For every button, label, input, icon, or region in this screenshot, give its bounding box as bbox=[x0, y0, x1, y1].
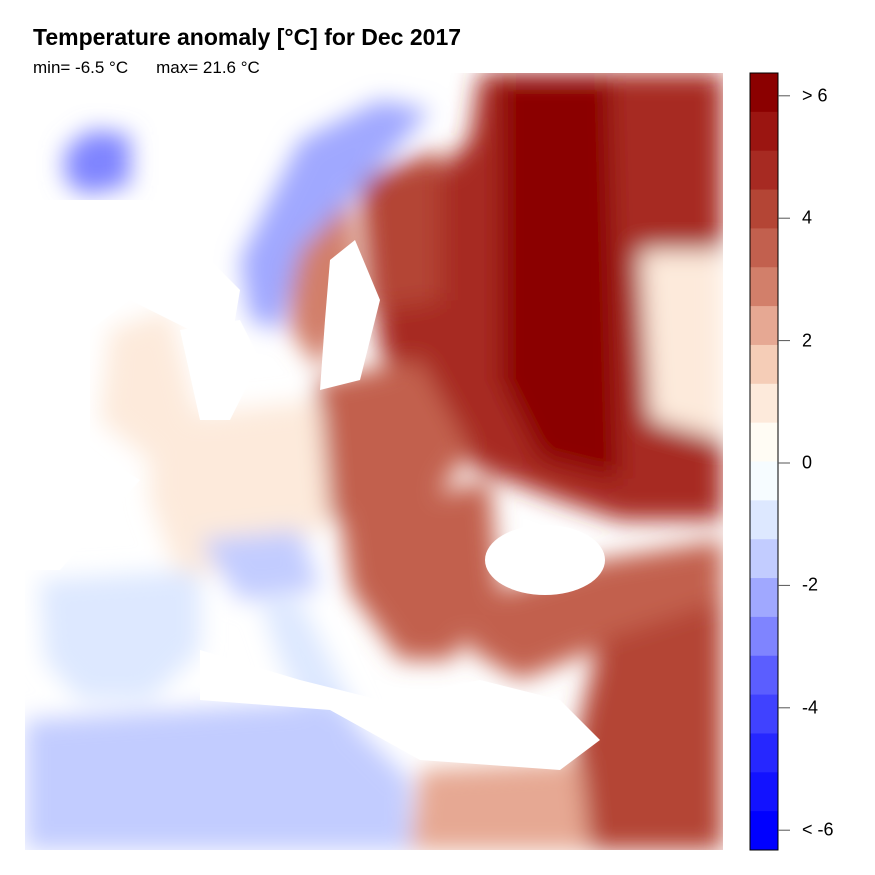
map-field bbox=[25, 73, 723, 850]
colorbar-bin bbox=[750, 733, 778, 773]
colorbar-bin bbox=[750, 539, 778, 579]
region-uk bbox=[100, 310, 200, 460]
colorbar-tick-label: < -6 bbox=[802, 819, 834, 840]
region-north-africa bbox=[25, 700, 410, 850]
colorbar-tick-label: -2 bbox=[802, 574, 819, 595]
colorbar-tick-label: 0 bbox=[802, 452, 813, 473]
region-turkey bbox=[470, 540, 723, 680]
region-balkans bbox=[340, 480, 500, 660]
region-far-east bbox=[640, 250, 723, 440]
colorbar-bin bbox=[750, 383, 778, 424]
colorbar-bin bbox=[750, 267, 778, 307]
colorbar bbox=[749, 72, 790, 851]
region-iceland bbox=[65, 130, 130, 195]
stats-line: min= -6.5 °C max= 21.6 °C bbox=[33, 58, 288, 78]
colorbar-tick-label: 4 bbox=[802, 207, 813, 228]
region-alps bbox=[200, 530, 320, 600]
colorbar-bin bbox=[750, 150, 778, 191]
colorbar-bin bbox=[750, 616, 778, 657]
map-title: Temperature anomaly [°C] for Dec 2017 bbox=[33, 24, 462, 50]
colorbar-bin bbox=[750, 344, 778, 385]
region-finland bbox=[360, 150, 440, 310]
colorbar-bin bbox=[750, 772, 778, 812]
region-egypt bbox=[410, 760, 590, 850]
colorbar-bin bbox=[750, 422, 778, 462]
colorbar-bin bbox=[750, 306, 778, 346]
colorbar-bin bbox=[750, 811, 778, 851]
colorbar-bin bbox=[750, 73, 778, 113]
north-sea bbox=[180, 320, 260, 420]
min-value: min= -6.5 °C bbox=[33, 58, 129, 77]
colorbar-tick-label: > 6 bbox=[802, 85, 828, 106]
region-central-russia bbox=[500, 80, 620, 480]
region-central-europe bbox=[300, 360, 470, 520]
atlantic-sea bbox=[25, 200, 240, 570]
colorbar-tick-label: 2 bbox=[802, 330, 813, 351]
baltic-sea bbox=[320, 240, 380, 390]
colorbar-bin bbox=[750, 578, 778, 618]
region-middle-east bbox=[560, 600, 723, 850]
colorbar-tick-label: -4 bbox=[802, 697, 819, 718]
colorbar-bin bbox=[750, 694, 778, 734]
colorbar-frame bbox=[749, 72, 779, 851]
colorbar-bin bbox=[750, 111, 778, 152]
black-sea bbox=[485, 525, 605, 595]
region-norway bbox=[240, 100, 430, 330]
mediterranean-sea bbox=[200, 650, 600, 770]
region-iberia bbox=[40, 570, 200, 700]
colorbar-bin bbox=[750, 500, 778, 540]
colorbar-bin bbox=[750, 228, 778, 268]
colorbar-bin bbox=[750, 189, 778, 229]
max-value: max= 21.6 °C bbox=[156, 58, 260, 77]
colorbar-bin bbox=[750, 461, 778, 501]
colorbar-bin bbox=[750, 655, 778, 696]
